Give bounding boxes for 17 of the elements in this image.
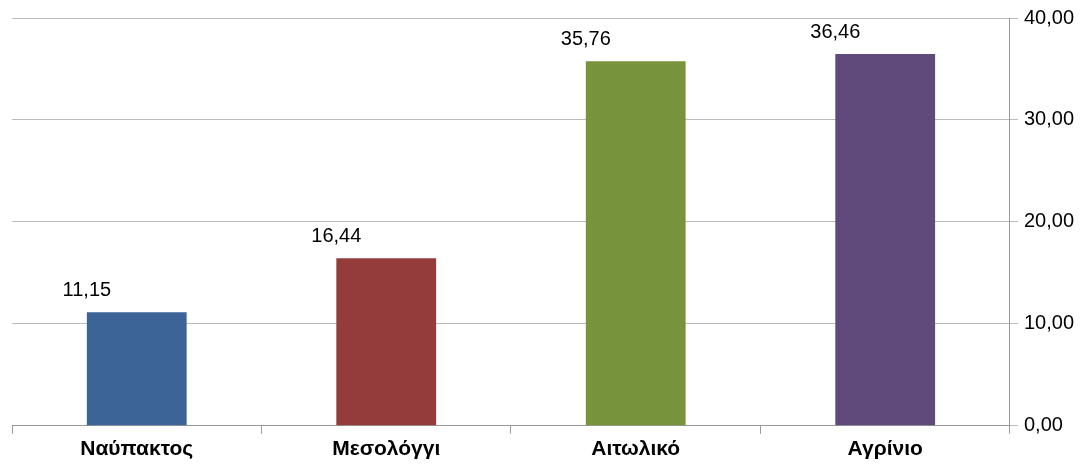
y-tick-label: 0,00	[1023, 413, 1063, 436]
y-tick-label: 40,00	[1023, 5, 1075, 28]
bar	[336, 258, 437, 426]
bar	[86, 312, 187, 426]
data-label: 11,15	[62, 277, 112, 300]
data-label: 36,46	[810, 19, 861, 42]
x-tick-label: Αιτωλικό	[591, 436, 681, 460]
y-tick-label: 30,00	[1023, 107, 1075, 130]
y-tick-label: 20,00	[1023, 209, 1075, 232]
x-tick-label: Ναύπακτος	[80, 436, 194, 461]
x-tick-label: Αγρίνιο	[847, 436, 923, 460]
y-tick-label: 10,00	[1023, 311, 1075, 334]
bar	[585, 61, 686, 426]
data-label: 35,76	[560, 26, 611, 49]
data-label: 16,44	[311, 223, 362, 246]
x-tick-label: Μεσολόγγι	[332, 436, 441, 460]
bar	[835, 54, 936, 426]
